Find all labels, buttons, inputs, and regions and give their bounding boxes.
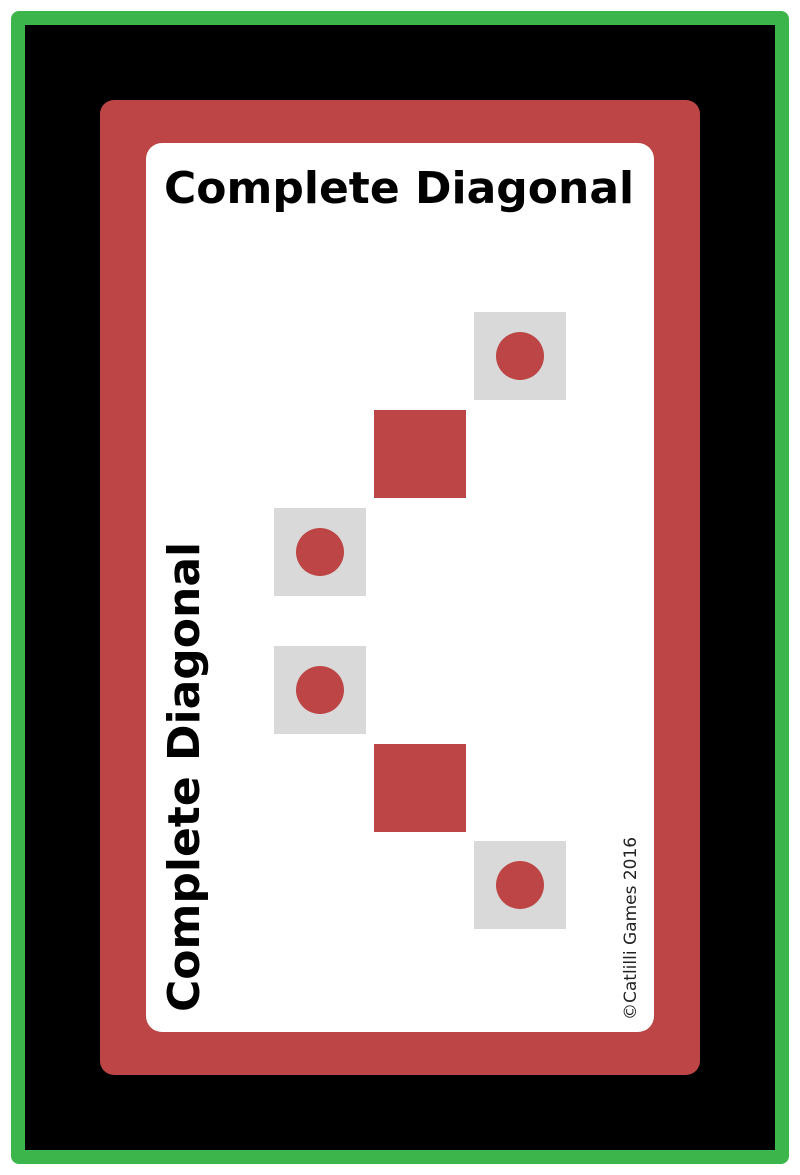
token-circle-icon — [296, 528, 344, 576]
pattern-tile-empty — [274, 508, 366, 596]
pattern-tile-filled — [374, 410, 466, 498]
card-title: Complete Diagonal — [164, 163, 635, 214]
token-circle-icon — [496, 861, 544, 909]
pattern-tile-empty — [474, 841, 566, 929]
token-circle-icon — [296, 666, 344, 714]
pattern-tile-filled — [374, 744, 466, 832]
token-circle-icon — [496, 332, 544, 380]
copyright-text: ©Catlilli Games 2016 — [621, 836, 641, 1020]
card-title-vertical: Complete Diagonal — [159, 541, 210, 1012]
pattern-tile-empty — [274, 646, 366, 734]
card-face — [146, 143, 654, 1032]
pattern-tile-empty — [474, 312, 566, 400]
